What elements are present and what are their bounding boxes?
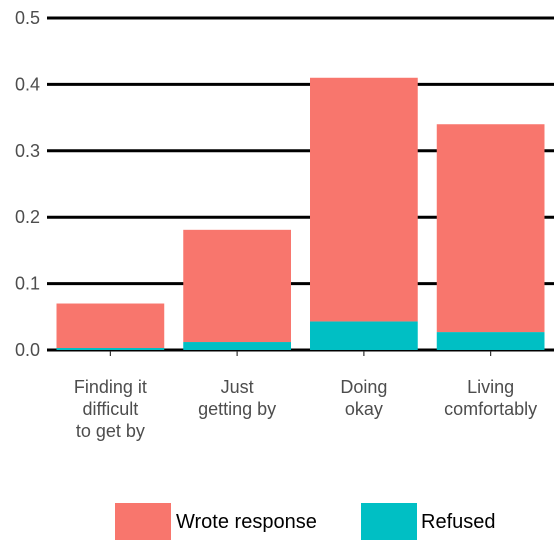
x-tick-label-line: comfortably — [444, 399, 537, 419]
x-tick-label: Doing okay — [340, 377, 387, 419]
bar-refused — [56, 348, 165, 350]
legend-key-wrote-response — [115, 503, 171, 540]
x-tick-label-line: Doing — [340, 377, 387, 397]
x-tick-label-line: to get by — [76, 421, 145, 441]
x-tick-label: Living comfortably — [444, 377, 537, 419]
legend: Wrote response Refused — [115, 503, 496, 540]
y-tick-label: 0.2 — [15, 207, 40, 227]
bar-wrote-response — [436, 124, 545, 333]
bar-refused — [436, 332, 545, 350]
x-tick-label-line: Finding it — [74, 377, 147, 397]
legend-label-refused: Refused — [421, 511, 496, 533]
bar-refused — [183, 342, 291, 350]
x-tick-label-line: difficult — [83, 399, 139, 419]
x-tick-label: Finding it difficult to get by — [74, 377, 147, 441]
legend-label-wrote-response: Wrote response — [176, 511, 317, 533]
bars — [56, 77, 545, 350]
legend-key-refused — [361, 503, 417, 540]
y-axis-ticks: 0.0 0.1 0.2 0.3 0.4 0.5 — [15, 8, 40, 360]
x-tick-label: Just getting by — [198, 377, 276, 419]
x-tick-label-line: Just — [221, 377, 254, 397]
bar-wrote-response — [56, 303, 165, 349]
y-tick-label: 0.1 — [15, 274, 40, 294]
x-axis-ticks: Finding it difficult to get by Just getting … — [74, 351, 537, 441]
x-tick-label-line: okay — [345, 399, 383, 419]
y-tick-label: 0.0 — [15, 340, 40, 360]
bar-refused — [310, 321, 418, 350]
x-tick-label-line: getting by — [198, 399, 276, 419]
y-tick-label: 0.5 — [15, 8, 40, 28]
y-tick-label: 0.4 — [15, 74, 40, 94]
bar-wrote-response — [183, 229, 291, 343]
y-tick-label: 0.3 — [15, 141, 40, 161]
bar-wrote-response — [310, 77, 418, 322]
x-tick-label-line: Living — [467, 377, 514, 397]
